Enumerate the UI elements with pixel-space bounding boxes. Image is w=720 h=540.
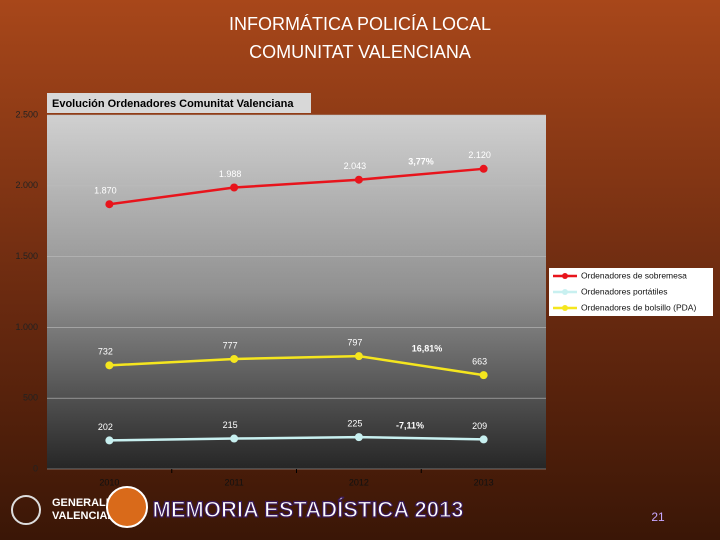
seal-icon <box>106 486 148 528</box>
plot-title: Evolución Ordenadores Comunitat Valencia… <box>52 98 294 110</box>
data-point <box>354 433 363 442</box>
legend-label: Ordenadores portátiles <box>581 286 667 296</box>
data-point <box>105 200 114 209</box>
legend-marker <box>562 289 568 295</box>
plot-title-box <box>47 93 311 113</box>
plot-area <box>47 115 546 469</box>
data-point <box>230 354 239 363</box>
data-label: 2.043 <box>344 161 367 171</box>
data-label: 1.988 <box>219 169 242 179</box>
annotation: 3,77% <box>408 156 434 166</box>
y-tick-label: 1.500 <box>15 251 38 261</box>
x-tick-label: 2011 <box>224 477 243 487</box>
legend-label: Ordenadores de sobremesa <box>581 270 687 280</box>
data-point <box>479 435 488 444</box>
page-number: 21 <box>651 510 665 524</box>
logo-text: VALENCIANA <box>52 510 123 522</box>
legend-marker <box>562 273 568 279</box>
series-line <box>109 435 484 442</box>
x-tick-label: 2010 <box>99 477 119 487</box>
footer-title: MEMORIA ESTADÍSTICA 2013 <box>153 497 464 522</box>
y-tick-label: 500 <box>23 393 38 403</box>
y-tick-label: 2.000 <box>15 180 38 190</box>
slide-title: INFORMÁTICA POLICÍA LOCAL <box>229 14 491 34</box>
data-point <box>479 371 488 380</box>
y-tick-label: 1.000 <box>15 322 38 332</box>
y-tick-label: 0 <box>33 463 38 473</box>
annotation: 16,81% <box>412 343 443 353</box>
data-label: 2.120 <box>468 150 491 160</box>
legend-marker <box>562 305 568 311</box>
data-label: 732 <box>98 347 113 357</box>
logo-icon <box>11 495 41 525</box>
data-point <box>354 352 363 361</box>
y-tick-label: 2.500 <box>15 109 38 119</box>
annotation: -7,11% <box>396 420 424 430</box>
data-label: 209 <box>472 421 487 431</box>
data-point <box>230 183 239 192</box>
data-label: 202 <box>98 422 113 432</box>
data-point <box>105 436 114 445</box>
data-label: 225 <box>347 419 362 429</box>
data-label: 777 <box>223 340 238 350</box>
data-point <box>230 434 239 443</box>
series-line <box>109 167 484 206</box>
data-point <box>105 361 114 370</box>
series-line <box>109 354 484 377</box>
legend-label: Ordenadores de bolsillo (PDA) <box>581 302 696 312</box>
x-tick-label: 2013 <box>474 477 494 487</box>
data-point <box>354 175 363 184</box>
data-point <box>479 164 488 173</box>
data-label: 663 <box>472 356 487 366</box>
data-label: 1.870 <box>94 186 117 196</box>
x-tick-label: 2012 <box>349 477 369 487</box>
data-label: 215 <box>223 420 238 430</box>
data-label: 797 <box>347 338 362 348</box>
slide-subtitle: COMUNITAT VALENCIANA <box>249 42 471 62</box>
